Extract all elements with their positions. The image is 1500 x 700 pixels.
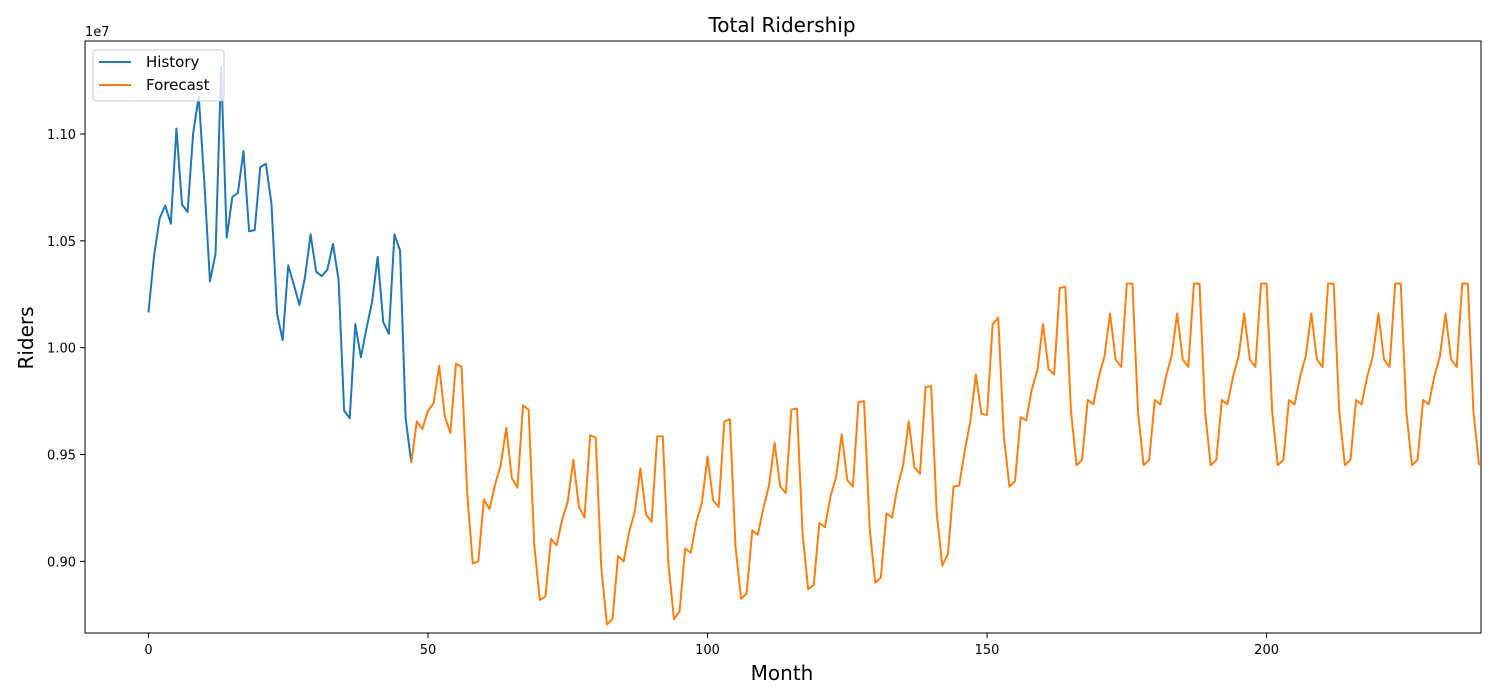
legend: History Forecast	[92, 49, 225, 102]
y-tick-label: 0.95	[47, 449, 76, 464]
y-axis-ticks: 0.90 0.95 1.00 1.05 1.10	[47, 128, 85, 570]
legend-label-forecast: Forecast	[146, 76, 210, 94]
series-line-history	[147, 65, 413, 463]
x-tick-label: 200	[1254, 643, 1279, 658]
y-axis-label: Riders	[14, 306, 38, 369]
x-tick-label: 100	[695, 643, 720, 658]
x-axis-ticks: 0 50 100 150 200	[144, 633, 1279, 658]
y-tick-label: 1.05	[47, 235, 76, 250]
y-tick-label: 0.90	[47, 555, 76, 570]
x-axis-label: Month	[751, 661, 814, 685]
y-tick-label: 1.00	[47, 342, 76, 357]
x-tick-label: 50	[420, 643, 437, 658]
legend-label-history: History	[146, 53, 199, 71]
series-line-forecast	[410, 282, 1481, 626]
chart-title: Total Ridership	[707, 13, 855, 37]
y-axis-offset-label: 1e7	[85, 25, 110, 40]
x-tick-label: 150	[975, 643, 1000, 658]
plot-lines	[147, 65, 1481, 626]
x-tick-label: 0	[144, 643, 152, 658]
y-tick-label: 1.10	[47, 128, 76, 143]
plot-frame	[84, 40, 1482, 634]
